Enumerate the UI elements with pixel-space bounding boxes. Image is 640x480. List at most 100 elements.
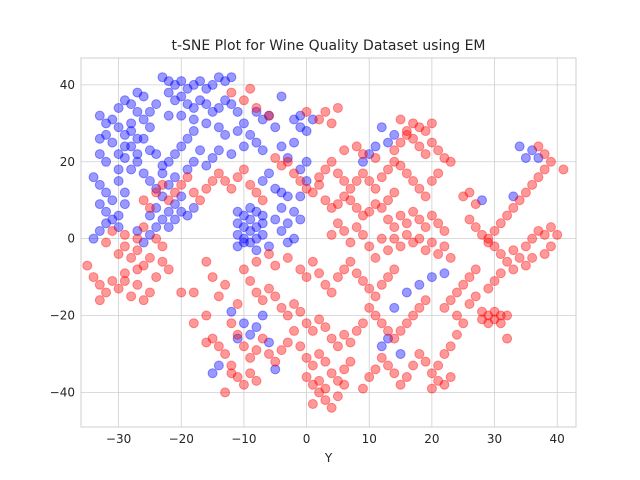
scatter-point [232,229,243,240]
scatter-point [213,72,224,83]
scatter-point [188,114,199,125]
scatter-point [339,364,350,375]
scatter-point [301,126,312,137]
scatter-point [207,176,218,186]
scatter-point [389,156,400,167]
scatter-point [314,172,325,183]
scatter-point [263,348,274,359]
scatter-point [232,172,243,183]
scatter-point [207,333,218,344]
scatter-point [226,306,237,317]
scatter-point [188,79,199,90]
scatter-point [414,183,425,194]
scatter-point [295,110,306,121]
scatter-point [395,325,406,336]
scatter-point [326,368,337,379]
scatter-point [376,233,387,244]
scatter-point [357,168,368,179]
scatter-point [201,83,212,94]
scatter-point [182,83,193,94]
scatter-point [107,114,118,125]
scatter-point [470,222,481,233]
scatter-point [376,279,387,290]
scatter-point [295,214,306,225]
scatter-point [151,272,162,283]
scatter-point [126,164,137,175]
scatter-point [314,314,325,325]
scatter-point [276,91,287,102]
scatter-point [383,137,394,148]
scatter-point [433,218,444,229]
scatter-point [301,156,312,167]
scatter-point [157,168,168,179]
scatter-point [151,183,162,194]
scatter-point [464,272,475,283]
scatter-point [295,164,306,175]
scatter-point [232,206,243,217]
scatter-point [539,164,550,175]
scatter-point [245,129,256,140]
scatter-point [282,152,293,163]
scatter-point [163,110,174,121]
scatter-point [495,249,506,260]
scatter-point [458,191,469,202]
scatter-point [226,360,237,371]
scatter-point [314,268,325,279]
scatter-point [182,99,193,110]
scatter-point [389,333,400,344]
scatter-point [119,241,130,252]
scatter-point [157,191,168,202]
scatter-point [539,229,550,240]
scatter-point [351,222,362,233]
scatter-point [220,279,231,290]
scatter-point [213,341,224,352]
scatter-point [163,179,174,190]
scatter-point [426,383,437,394]
scatter-point [282,218,293,229]
scatter-point [445,341,456,352]
scatter-point [332,102,343,113]
scatter-point [439,302,450,313]
scatter-point [477,229,488,240]
scatter-point [107,214,118,225]
scatter-point [257,310,268,321]
scatter-point [113,102,124,113]
scatter-point [176,287,187,298]
scatter-point [395,210,406,221]
scatter-point [245,202,256,213]
scatter-point [232,106,243,117]
scatter-point [132,233,143,244]
scatter-point [395,241,406,252]
scatter-point [533,152,544,163]
scatter-point [138,91,149,102]
scatter-point [201,310,212,321]
scatter-point [251,322,262,333]
scatter-point [245,368,256,379]
scatter-point [157,241,168,252]
scatter-point [169,149,180,160]
scatter-point [126,99,137,110]
scatter-point [251,245,262,256]
scatter-point [101,237,112,248]
scatter-point [263,249,274,260]
scatter-point [345,195,356,206]
scatter-point [539,149,550,160]
scatter-point [207,79,218,90]
scatter-point [251,287,262,298]
scatter-point [263,283,274,294]
scatter-point [119,95,130,106]
scatter-point [289,299,300,309]
scatter-point [520,187,531,198]
scatter-point [169,214,180,225]
scatter-point [201,256,212,267]
scatter-point [113,176,124,186]
scatter-point [138,222,149,233]
scatter-point [332,341,343,352]
scatter-point [263,241,274,252]
scatter-point [320,164,331,175]
scatter-point [320,356,331,367]
scatter-point [94,133,105,144]
scatter-point [383,245,394,256]
scatter-point [251,106,262,117]
